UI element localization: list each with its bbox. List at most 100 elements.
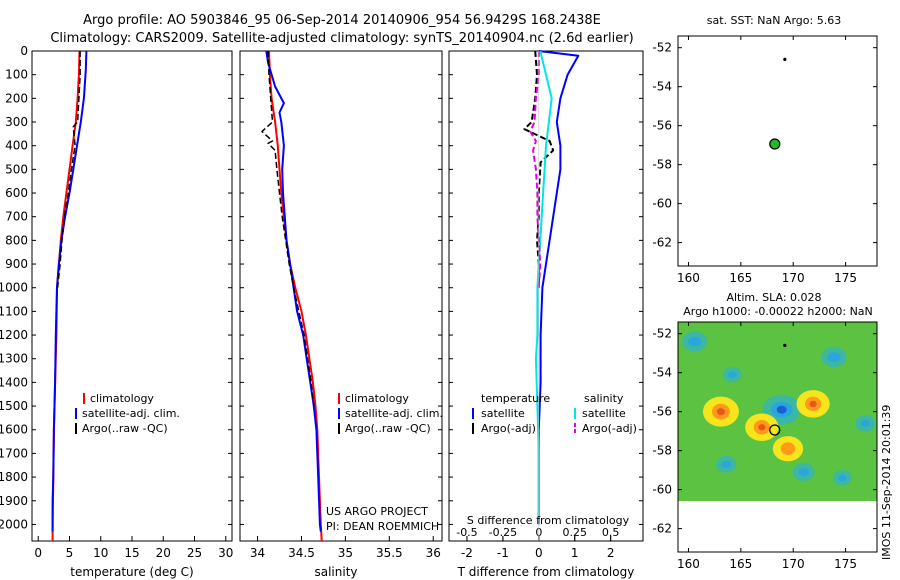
t-xtick-label: 0 [34, 546, 42, 560]
m2-lat-label: -54 [652, 366, 672, 380]
depth-tick-label: 1500 [0, 399, 28, 413]
sla-positive-anomaly-peak [716, 408, 725, 416]
sla-negative-anomaly-core [798, 468, 810, 477]
t-xtick-label: 20 [156, 546, 171, 560]
depth-tick-label: 500 [5, 162, 28, 176]
legend-argo-label: Argo(..raw -QC) [345, 422, 431, 435]
legend-t-satellite-label: satellite [481, 407, 525, 420]
pi-annotation: PI: DEAN ROEMMICH [326, 520, 439, 533]
sla-negative-anomaly-core [860, 419, 871, 427]
depth-tick-label: 1100 [0, 304, 28, 318]
sla-negative-anomaly-core [688, 336, 702, 347]
m1-lat-label: -62 [652, 236, 672, 250]
m2-lon-label: 175 [834, 557, 857, 571]
depth-tick-label: 400 [5, 139, 28, 153]
m1-lon-label: 160 [677, 271, 700, 285]
t-difference-x-label: T difference from climatology [457, 565, 635, 579]
depth-tick-label: 100 [5, 68, 28, 82]
s-diff-tick-label: -0.25 [489, 526, 517, 539]
m1-lat-label: -60 [652, 197, 672, 211]
d-series-salinity-satellite [534, 50, 553, 525]
s-xtick-label: 35 [338, 546, 353, 560]
legend-t-argo-label: Argo(-adj) [481, 422, 536, 435]
depth-tick-label: 0 [20, 44, 28, 58]
sst-map: sat. SST: NaN Argo: 5.63 160 165 170 175 -52… [652, 14, 878, 285]
d-xtick-label: 2 [607, 546, 615, 560]
m1-previous-position-marker [783, 57, 787, 61]
salinity-axes-frame [239, 50, 443, 542]
difference-axes-frame [448, 50, 644, 542]
sla-negative-anomaly-core [721, 460, 732, 468]
sla-negative-anomaly-peak [776, 405, 787, 414]
legend-s-satellite-label: satellite [582, 407, 626, 420]
t-xtick-label: 10 [93, 546, 108, 560]
m2-lon-label: 170 [782, 557, 805, 571]
depth-tick-label: 1900 [0, 494, 28, 508]
legend-satellite-label: satellite-adj. clim. [345, 407, 443, 420]
depth-tick-label: 900 [5, 257, 28, 271]
imos-timestamp-watermark: IMOS 11-Sep-2014 20:01:39 [880, 405, 893, 560]
temperature-legend: climatology satellite-adj. clim. Argo(..… [75, 392, 180, 435]
legend-climatology-label: climatology [345, 392, 409, 405]
depth-tick-label: 800 [5, 233, 28, 247]
s-xtick-label: 35.5 [376, 546, 403, 560]
project-annotation: US ARGO PROJECT [326, 505, 428, 518]
t-xtick-label: 30 [218, 546, 233, 560]
m1-lon-label: 165 [729, 271, 752, 285]
legend-salinity-title: salinity [584, 392, 624, 405]
s-diff-tick-label: 0.5 [602, 526, 620, 539]
m1-lon-label: 175 [834, 271, 857, 285]
m1-lat-label: -54 [652, 80, 672, 94]
depth-tick-label: 600 [5, 186, 28, 200]
depth-tick-label: 700 [5, 210, 28, 224]
sla-negative-anomaly-core [827, 352, 841, 362]
figure-title-line1: Argo profile: AO 5903846_95 06-Sep-2014 … [83, 13, 601, 28]
figure-title-line2: Climatology: CARS2009. Satellite-adjuste… [50, 31, 633, 46]
d-series-temperature-satellite [537, 50, 580, 525]
sla-negative-anomaly-core [728, 371, 737, 378]
temperature-panel: 0 5 10 15 20 25 30 0 100 200 300 400 500 600 700 800 90… [0, 44, 233, 579]
difference-legend: temperature salinity satellite Argo(-adj… [472, 392, 637, 435]
m1-lat-label: -56 [652, 119, 672, 133]
salinity-panel: 34 34.5 35 35.5 36 salinity climatology sate… [239, 50, 443, 579]
m1-lat-label: -52 [652, 41, 672, 55]
depth-tick-label: 1400 [0, 375, 28, 389]
m2-lon-label: 160 [677, 557, 700, 571]
m1-float-position-marker [769, 138, 781, 150]
d-xtick-label: -2 [461, 546, 473, 560]
s-diff-tick-label: 0.25 [562, 526, 587, 539]
legend-argo-label: Argo(..raw -QC) [82, 422, 168, 435]
temperature-axes-frame [31, 50, 233, 542]
sla-negative-anomaly-core [838, 474, 847, 482]
d-xtick-label: -1 [497, 546, 509, 560]
depth-tick-label: 1600 [0, 423, 28, 437]
legend-s-argo-label: Argo(-adj) [582, 422, 637, 435]
sla-positive-anomaly-core [780, 442, 796, 456]
depth-tick-label: 300 [5, 115, 28, 129]
t-series-satellite-adj-clim- [51, 50, 88, 532]
m2-lat-label: -60 [652, 483, 672, 497]
m2-lat-label: -56 [652, 405, 672, 419]
m2-lat-label: -58 [652, 444, 672, 458]
sla-heatmap [678, 322, 877, 501]
s-xtick-label: 34 [250, 546, 265, 560]
t-xtick-label: 15 [124, 546, 139, 560]
depth-tick-label: 200 [5, 91, 28, 105]
sla-map-frame [677, 321, 878, 553]
s-series-argo-raw-qc- [261, 50, 315, 407]
depth-tick-label: 1200 [0, 328, 28, 342]
sla-map: Altim. SLA: 0.028 Argo h1000: -0.00022 h… [652, 291, 878, 571]
difference-panel: -2 -1 0 1 2 -0.5 -0.25 0 0.25 0.5 S difference f… [448, 50, 644, 579]
s-series-satellite-adj-clim- [265, 50, 322, 532]
s-difference-x-label: S difference from climatology [467, 514, 630, 527]
m2-lon-label: 165 [729, 557, 752, 571]
sla-positive-anomaly-peak [809, 400, 817, 408]
m1-lat-label: -58 [652, 158, 672, 172]
legend-temperature-title: temperature [481, 392, 550, 405]
s-xtick-label: 36 [426, 546, 441, 560]
depth-tick-label: 1300 [0, 352, 28, 366]
t-xtick-label: 25 [187, 546, 202, 560]
m2-previous-position-marker [783, 343, 787, 347]
depth-tick-label: 1800 [0, 470, 28, 484]
d-xtick-label: 1 [571, 546, 579, 560]
